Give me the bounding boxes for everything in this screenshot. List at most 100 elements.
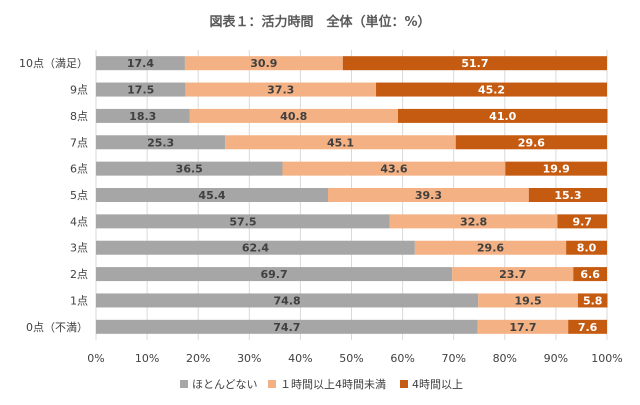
data-label: 19.9 bbox=[543, 163, 570, 176]
x-tick-label: 90% bbox=[544, 352, 568, 365]
bar-segment bbox=[455, 135, 607, 150]
bar-segment bbox=[528, 188, 607, 202]
x-tick-label: 60% bbox=[390, 352, 414, 365]
bar-segment bbox=[225, 135, 456, 150]
data-label: 29.6 bbox=[518, 136, 545, 149]
data-label: 43.6 bbox=[380, 163, 407, 176]
chart-title: 図表１：活力時間 全体（単位：%） bbox=[209, 14, 430, 30]
x-tick-label: 50% bbox=[339, 352, 363, 365]
bar-segment bbox=[389, 214, 558, 229]
bar-segment bbox=[96, 108, 190, 123]
x-tick-label: 70% bbox=[441, 352, 465, 365]
bar-segment bbox=[577, 293, 608, 308]
bar-segment bbox=[96, 82, 186, 97]
data-label: 19.5 bbox=[514, 294, 541, 307]
bar-segment bbox=[96, 56, 185, 71]
data-label: 7.6 bbox=[578, 321, 598, 334]
bar-segment bbox=[557, 214, 607, 229]
x-tick-label: 40% bbox=[288, 352, 312, 365]
category-label: 4点 bbox=[70, 215, 88, 228]
data-label: 41.0 bbox=[489, 110, 516, 123]
category-label: 7点 bbox=[70, 136, 88, 149]
category-label: 2点 bbox=[70, 268, 88, 281]
data-label: 74.7 bbox=[273, 321, 300, 334]
data-label: 9.7 bbox=[572, 215, 592, 228]
bars: 17.4 30.9 51.7 17.5 37.3 45.2 18.3 40.8 41.0 25.3… bbox=[96, 56, 608, 334]
x-tick-label: 0% bbox=[87, 352, 104, 365]
data-label: 5.8 bbox=[583, 294, 603, 307]
data-label: 23.7 bbox=[499, 268, 526, 281]
data-label: 36.5 bbox=[176, 163, 203, 176]
bar-segment bbox=[477, 319, 569, 334]
bar-segment bbox=[96, 319, 478, 334]
legend: ほとんどない １時間以上4時間未満 4時間以上 bbox=[180, 378, 463, 391]
bar-segment bbox=[96, 240, 415, 255]
bar-segment bbox=[185, 82, 377, 97]
data-label: 18.3 bbox=[129, 110, 156, 123]
category-labels: 10点（満足） 9点 8点 7点 6点 5点 4点 3点 2点 1点 0点（不満） bbox=[19, 57, 88, 334]
data-label: 74.8 bbox=[274, 294, 301, 307]
data-label: 45.2 bbox=[478, 84, 505, 97]
legend-label: 4時間以上 bbox=[412, 378, 463, 391]
category-label: 9点 bbox=[70, 84, 88, 97]
data-label: 30.9 bbox=[250, 57, 277, 70]
bar-segment bbox=[566, 240, 607, 255]
bar-segment bbox=[184, 56, 343, 71]
data-label: 51.7 bbox=[461, 57, 488, 70]
bar-segment bbox=[452, 267, 574, 282]
bar-segment bbox=[96, 293, 479, 308]
bar-segment bbox=[398, 108, 608, 123]
data-label: 17.5 bbox=[127, 84, 154, 97]
bar-segment bbox=[189, 108, 399, 123]
x-tick-label: 80% bbox=[493, 352, 517, 365]
bar-segment bbox=[505, 161, 607, 176]
x-tick-label: 30% bbox=[237, 352, 261, 365]
data-label: 39.3 bbox=[415, 189, 442, 202]
bar-segment bbox=[96, 135, 226, 150]
data-label: 40.8 bbox=[280, 110, 307, 123]
legend-label: ほとんどない bbox=[192, 378, 257, 391]
legend-label: １時間以上4時間未満 bbox=[280, 378, 386, 391]
data-label: 45.4 bbox=[198, 189, 225, 202]
category-label: 3点 bbox=[70, 242, 88, 255]
data-label: 17.7 bbox=[509, 321, 536, 334]
category-label: 1点 bbox=[70, 294, 88, 307]
data-label: 32.8 bbox=[460, 215, 487, 228]
legend-swatch bbox=[268, 380, 276, 388]
data-label: 62.4 bbox=[242, 242, 269, 255]
category-label: 0点（不満） bbox=[26, 321, 88, 334]
bar-segment bbox=[96, 267, 453, 282]
category-label: 5点 bbox=[70, 189, 88, 202]
bar-segment bbox=[376, 82, 607, 97]
x-tick-label: 10% bbox=[135, 352, 159, 365]
bar-segment bbox=[573, 267, 607, 282]
bar-segment bbox=[96, 214, 390, 229]
data-label: 57.5 bbox=[229, 215, 256, 228]
data-label: 45.1 bbox=[327, 136, 354, 149]
x-tick-label: 100% bbox=[591, 352, 622, 365]
legend-swatch bbox=[180, 380, 188, 388]
bar-segment bbox=[568, 319, 607, 334]
data-label: 69.7 bbox=[261, 268, 288, 281]
data-label: 8.0 bbox=[577, 242, 597, 255]
data-label: 17.4 bbox=[127, 57, 154, 70]
data-label: 6.6 bbox=[580, 268, 600, 281]
bar-segment bbox=[96, 161, 283, 176]
bar-segment bbox=[342, 56, 607, 71]
bar-segment bbox=[96, 188, 328, 202]
bar-segment bbox=[327, 188, 529, 202]
bar-segment bbox=[478, 293, 578, 308]
category-label: 6点 bbox=[70, 163, 88, 176]
data-label: 29.6 bbox=[477, 242, 504, 255]
data-label: 15.3 bbox=[554, 189, 581, 202]
legend-swatch bbox=[400, 380, 408, 388]
x-tick-label: 20% bbox=[186, 352, 210, 365]
data-label: 37.3 bbox=[267, 84, 294, 97]
category-label: 10点（満足） bbox=[19, 57, 88, 70]
category-label: 8点 bbox=[70, 110, 88, 123]
bar-segment bbox=[282, 161, 506, 176]
data-label: 25.3 bbox=[147, 136, 174, 149]
bar-segment bbox=[414, 240, 567, 255]
x-tick-labels: 0% 10% 20% 30% 40% 50% 60% 70% 80% 90% 100% bbox=[87, 352, 622, 365]
